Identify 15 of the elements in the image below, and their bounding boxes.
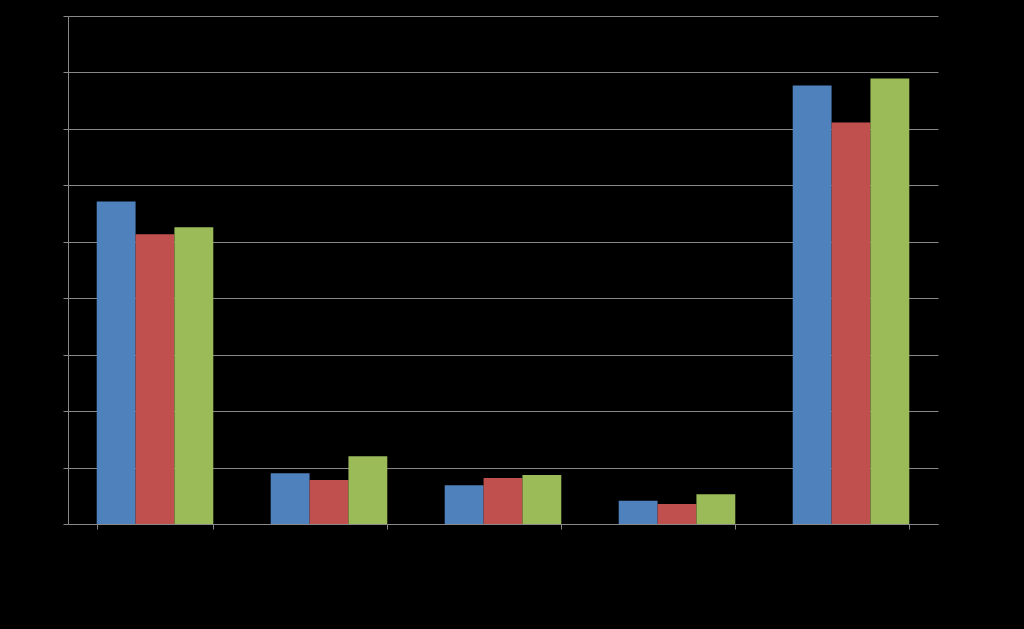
- bar: [174, 227, 214, 524]
- bar: [483, 478, 523, 524]
- bar: [444, 485, 484, 524]
- bar: [831, 122, 871, 524]
- bar: [870, 78, 910, 524]
- bar: [657, 503, 697, 524]
- bar: [96, 201, 136, 524]
- bar: [135, 234, 175, 524]
- bar: [696, 494, 736, 524]
- bar: [618, 500, 658, 524]
- bar: [522, 474, 562, 524]
- bar: [348, 456, 388, 524]
- bar: [270, 473, 310, 524]
- bar: [309, 479, 349, 524]
- bar: [792, 85, 832, 524]
